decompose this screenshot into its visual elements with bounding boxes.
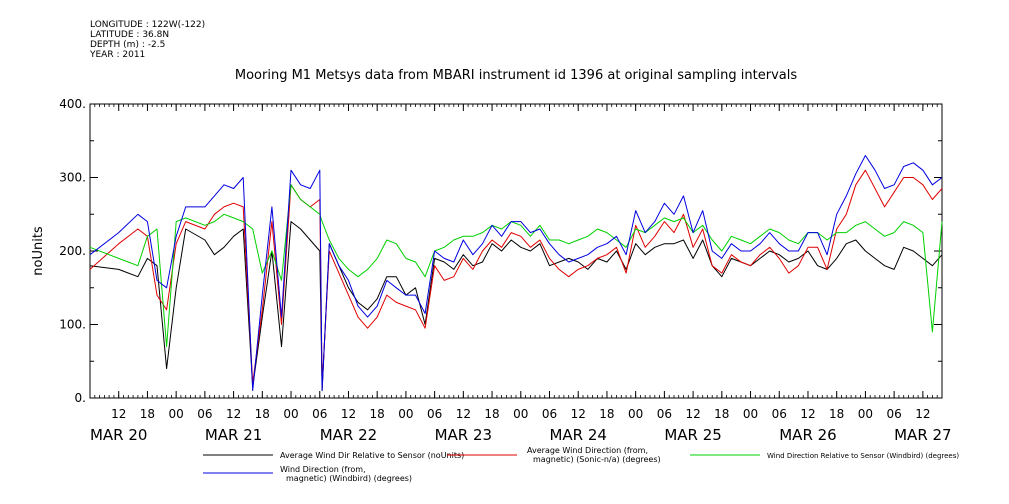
x-hour-label: 18 [370,407,385,421]
x-hour-label: 00 [743,407,758,421]
x-hour-label: 18 [255,407,270,421]
y-axis-label: noUnits [31,226,46,276]
legend-label-4: Wind Direction (from, [280,465,366,474]
x-hour-label: 00 [398,407,413,421]
x-hour-label: 12 [571,407,586,421]
legend-label-2-cont: magnetic) (Sonic-n/a) (degrees) [533,455,661,464]
legend-label-1: Average Wind Dir Relative to Sensor (noU… [280,451,464,460]
x-minor-ticks [89,104,943,398]
x-hour-label: 12 [915,407,930,421]
x-day-label: MAR 24 [549,426,606,444]
x-hour-label: 18 [829,407,844,421]
metadata-block: LONGITUDE : 122W(-122) LATITUDE : 36.8N … [90,20,205,60]
x-day-label: MAR 25 [664,426,721,444]
y-tick-label: 100. [59,318,86,332]
x-hour-label: 18 [714,407,729,421]
y-tick-label: 400. [59,97,86,111]
y-tick-label: 300. [59,171,86,185]
x-hour-label: 12 [111,407,126,421]
legend-label-4-cont: magnetic) (Windbird) (degrees) [286,474,412,483]
chart-title: Mooring M1 Metsys data from MBARI instru… [234,68,798,83]
series-line-3 [89,184,943,348]
x-hour-label: 06 [772,407,787,421]
x-day-label: MAR 26 [779,426,836,444]
x-hour-label: 06 [197,407,212,421]
x-hour-label: 18 [599,407,614,421]
legend-label-3: Wind Direction Relative to Sensor (Windb… [767,452,959,460]
x-hour-label: 12 [341,407,356,421]
x-hour-label: 00 [628,407,643,421]
x-hour-label: 00 [283,407,298,421]
meta-depth: DEPTH (m) : -2.5 [90,40,166,50]
meta-year: YEAR : 2011 [90,50,146,60]
x-hour-label: 18 [140,407,155,421]
x-hour-label: 00 [513,407,528,421]
series-line-2 [89,169,943,388]
x-hour-label: 18 [484,407,499,421]
y-tick-label: 0. [75,391,86,405]
x-hour-label: 12 [800,407,815,421]
x-hour-label: 06 [886,407,901,421]
x-day-label: MAR 22 [320,426,377,444]
x-day-label: MAR 20 [90,426,147,444]
legend-label-2: Average Wind Direction (from, [527,446,648,455]
meta-latitude: LATITUDE : 36.8N [90,30,170,40]
x-day-label: MAR 27 [894,426,951,444]
x-hour-label: 12 [456,407,471,421]
x-hour-label: 06 [312,407,327,421]
x-hour-label: 12 [226,407,241,421]
x-hour-label: 06 [542,407,557,421]
x-day-label: MAR 21 [205,426,262,444]
meta-longitude: LONGITUDE : 122W(-122) [90,20,206,30]
y-tick-label: 200. [59,244,86,258]
x-hour-label: 00 [858,407,873,421]
plot-frame [89,103,943,399]
x-hour-label: 06 [657,407,672,421]
x-hour-label: 00 [169,407,184,421]
x-hour-label: 06 [427,407,442,421]
series-line-4 [89,155,943,392]
x-hour-label: 12 [685,407,700,421]
x-day-label: MAR 23 [435,426,492,444]
